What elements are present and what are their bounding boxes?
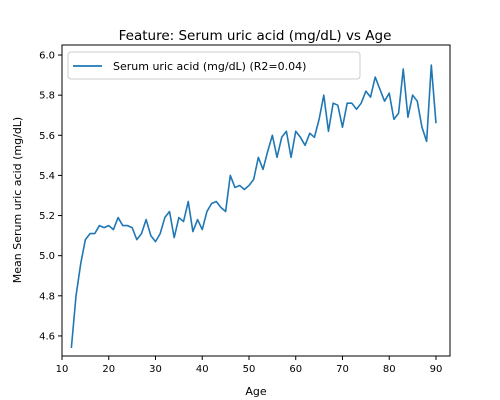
x-axis: 10 20 30 40 50 60 70 80 90 <box>56 356 443 375</box>
x-tick-label: 90 <box>430 364 443 375</box>
x-tick-label: 80 <box>383 364 396 375</box>
x-tick-label: 50 <box>243 364 256 375</box>
plot-frame <box>61 44 451 357</box>
y-tick-label: 5.0 <box>39 251 55 262</box>
y-axis: 4.6 4.8 5.0 5.2 5.4 5.6 5.8 6.0 <box>39 51 62 342</box>
y-tick-label: 5.8 <box>39 91 55 102</box>
x-tick-label: 60 <box>289 364 302 375</box>
legend-label: Serum uric acid (mg/dL) (R2=0.04) <box>113 60 306 73</box>
x-tick-label: 20 <box>102 364 115 375</box>
legend: Serum uric acid (mg/dL) (R2=0.04) <box>67 51 361 80</box>
x-tick-label: 40 <box>196 364 209 375</box>
y-tick-label: 4.6 <box>39 331 55 342</box>
y-axis-label: Mean Serum uric acid (mg/dL) <box>11 117 24 283</box>
y-tick-label: 5.2 <box>39 211 55 222</box>
legend-box <box>67 51 361 80</box>
series-line <box>70 64 437 349</box>
y-tick-label: 6.0 <box>39 51 55 62</box>
chart-title: Feature: Serum uric acid (mg/dL) vs Age <box>119 28 392 44</box>
x-tick-label: 10 <box>56 364 69 375</box>
x-tick-label: 30 <box>149 364 162 375</box>
y-tick-label: 5.4 <box>39 171 55 182</box>
y-tick-label: 5.6 <box>39 131 55 142</box>
series-layer <box>70 64 437 349</box>
y-tick-label: 4.8 <box>39 291 55 302</box>
x-tick-label: 70 <box>336 364 349 375</box>
plot-area: 10 20 30 40 50 60 70 80 90 4.6 4.8 5.0 5.2 5.4 5.6 5.8… <box>39 44 451 375</box>
x-axis-label: Age <box>245 385 267 398</box>
